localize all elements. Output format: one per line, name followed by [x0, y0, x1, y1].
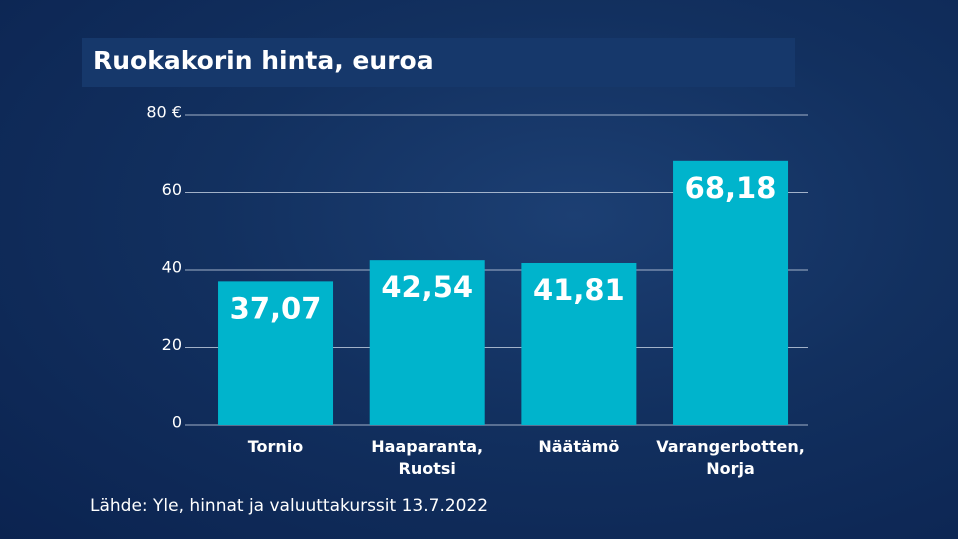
- x-tick-label: Tornio: [247, 437, 304, 456]
- source-note: Lähde: Yle, hinnat ja valuuttakurssit 13…: [90, 496, 489, 516]
- x-tick-label: Näätämö: [538, 437, 620, 456]
- chart-title: Ruokakorin hinta, euroa: [93, 46, 434, 75]
- y-tick-label: 20: [162, 335, 182, 354]
- value-label: 68,18: [685, 171, 777, 205]
- y-tick-label: 0: [172, 413, 182, 432]
- bar: [218, 281, 334, 425]
- x-tick-label: Varangerbotten, Norja: [656, 437, 805, 478]
- bar: [673, 160, 789, 426]
- bar: [521, 262, 637, 425]
- title-background: [82, 38, 795, 87]
- value-label: 41,81: [533, 273, 625, 307]
- bar: [369, 260, 485, 425]
- value-label: 42,54: [381, 270, 473, 304]
- y-tick-label: 40: [162, 258, 182, 277]
- x-tick-label: Haaparanta, Ruotsi: [371, 437, 484, 478]
- value-label: 37,07: [230, 291, 322, 325]
- y-tick-label: 60: [162, 180, 182, 199]
- y-tick-label: 80 €: [146, 103, 182, 122]
